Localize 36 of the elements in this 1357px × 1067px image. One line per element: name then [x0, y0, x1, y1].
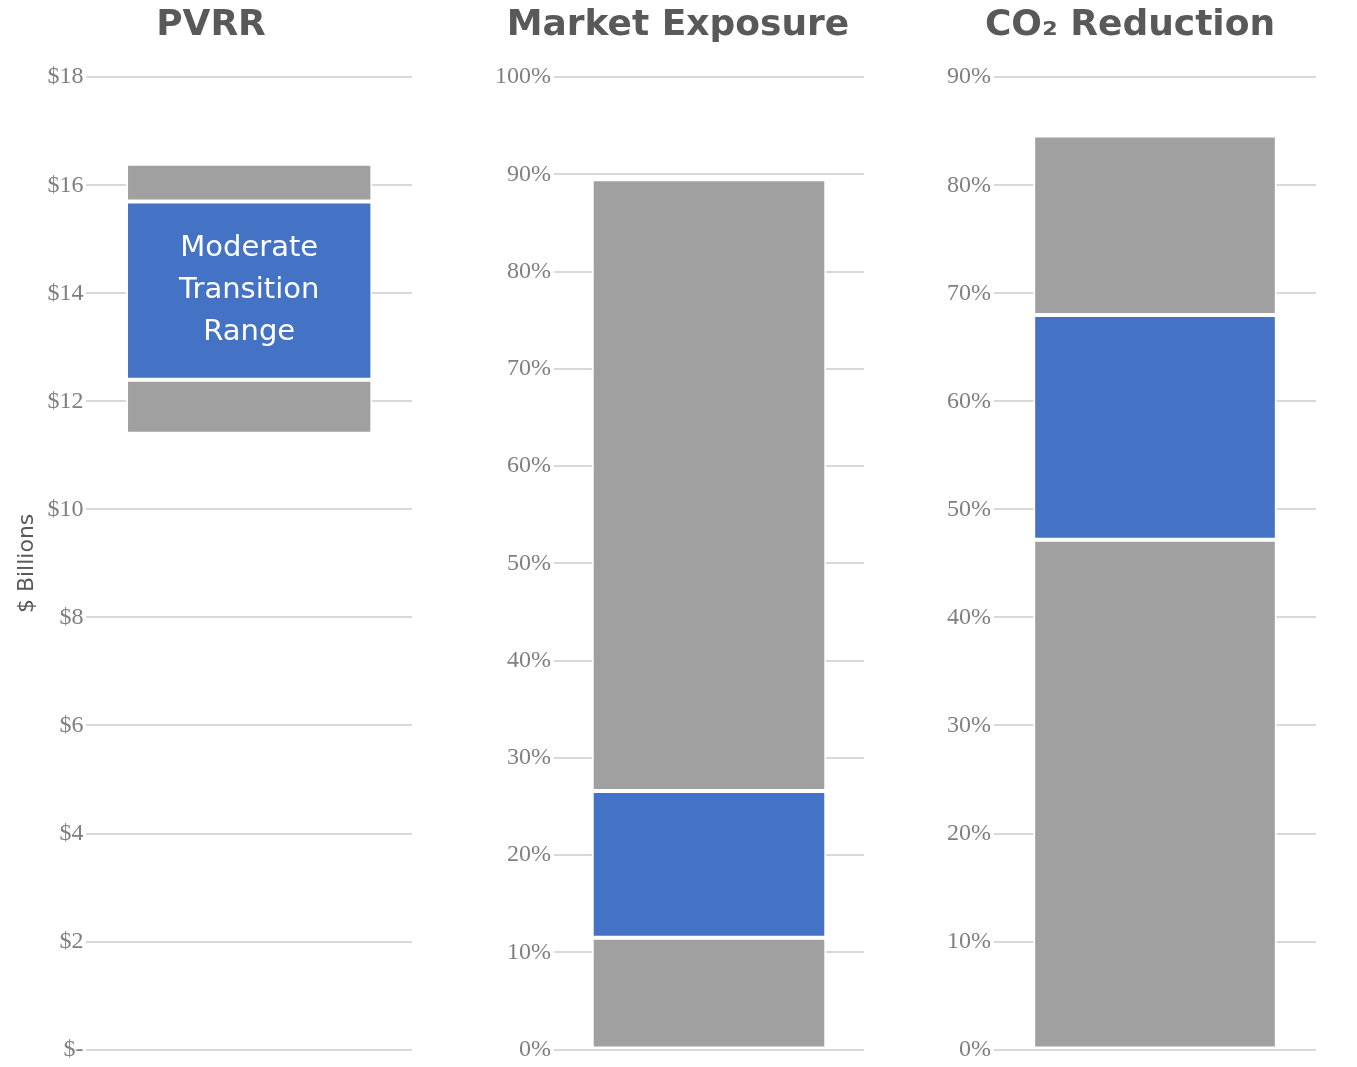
y-tick-label: 50%: [946, 494, 991, 521]
y-tick-label: 40%: [506, 645, 551, 672]
y-tick-label: 60%: [506, 451, 551, 478]
y-tick-label: 40%: [946, 602, 991, 629]
y-tick-label: $16: [47, 170, 84, 197]
y-tick-label: 0%: [518, 1034, 551, 1061]
y-tick-label: 70%: [506, 354, 551, 381]
y-tick-label: 30%: [946, 710, 991, 737]
y-tick-label: 100%: [494, 62, 551, 89]
y-tick-label: $14: [47, 278, 84, 305]
y-axis-title: $ Billions: [12, 513, 38, 614]
y-tick-label: 80%: [946, 170, 991, 197]
y-tick-label: 10%: [946, 926, 991, 953]
y-tick-label: $18: [47, 62, 84, 89]
y-tick-label: $12: [47, 386, 84, 413]
y-tick-label: 60%: [946, 386, 991, 413]
y-tick-label: 20%: [506, 840, 551, 867]
y-tick-label: $6: [59, 710, 84, 737]
y-tick-label: 90%: [946, 62, 991, 89]
y-tick-label: 50%: [506, 548, 551, 575]
y-tick-label: $8: [59, 602, 84, 629]
y-tick-label: 90%: [506, 159, 551, 186]
y-tick-label: $-: [63, 1034, 84, 1061]
y-tick-label: 70%: [946, 278, 991, 305]
y-tick-label: $2: [59, 926, 84, 953]
chart-title: Market Exposure: [506, 1, 850, 43]
chart-title: CO₂ Reduction: [984, 1, 1276, 43]
y-tick-label: $4: [59, 818, 84, 845]
y-tick-label: 30%: [506, 743, 551, 770]
chart-title: PVRR: [156, 1, 266, 43]
y-tick-label: 20%: [946, 818, 991, 845]
y-tick-label: 10%: [506, 937, 551, 964]
annotation: Moderate Transition Range: [178, 229, 320, 348]
y-tick-label: 80%: [506, 256, 551, 283]
y-tick-label: $10: [47, 494, 84, 521]
y-tick-label: 0%: [958, 1034, 991, 1061]
